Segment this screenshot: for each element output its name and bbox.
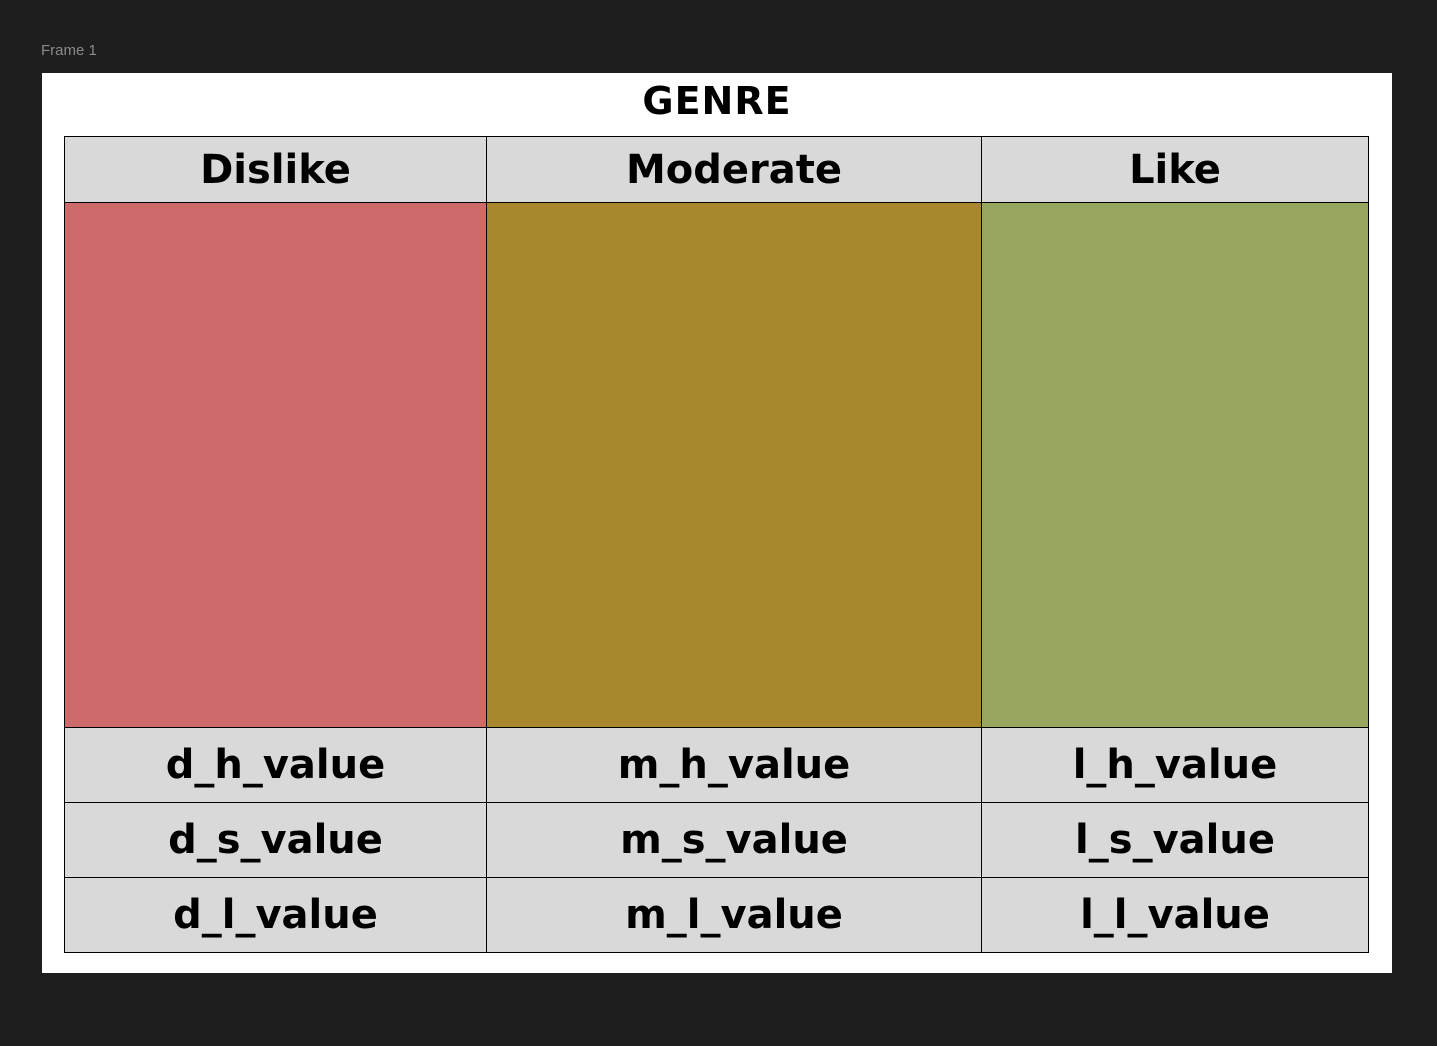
header-moderate: Moderate <box>487 137 982 203</box>
frame-label[interactable]: Frame 1 <box>41 42 97 59</box>
header-like: Like <box>982 137 1368 203</box>
frame-canvas: GENRE Dislike Moderate Like d_h_value m_… <box>42 73 1392 973</box>
page-title: GENRE <box>642 79 792 123</box>
genre-table: Dislike Moderate Like d_h_value m_h_valu… <box>64 136 1369 953</box>
swatch-like <box>982 203 1368 728</box>
moderate-l-value: m_l_value <box>487 878 982 952</box>
like-h-value: l_h_value <box>982 728 1368 803</box>
like-l-value: l_l_value <box>982 878 1368 952</box>
dislike-l-value: d_l_value <box>65 878 487 952</box>
like-s-value: l_s_value <box>982 803 1368 878</box>
swatch-moderate <box>487 203 982 728</box>
header-dislike: Dislike <box>65 137 487 203</box>
dislike-s-value: d_s_value <box>65 803 487 878</box>
moderate-s-value: m_s_value <box>487 803 982 878</box>
moderate-h-value: m_h_value <box>487 728 982 803</box>
dislike-h-value: d_h_value <box>65 728 487 803</box>
swatch-dislike <box>65 203 487 728</box>
